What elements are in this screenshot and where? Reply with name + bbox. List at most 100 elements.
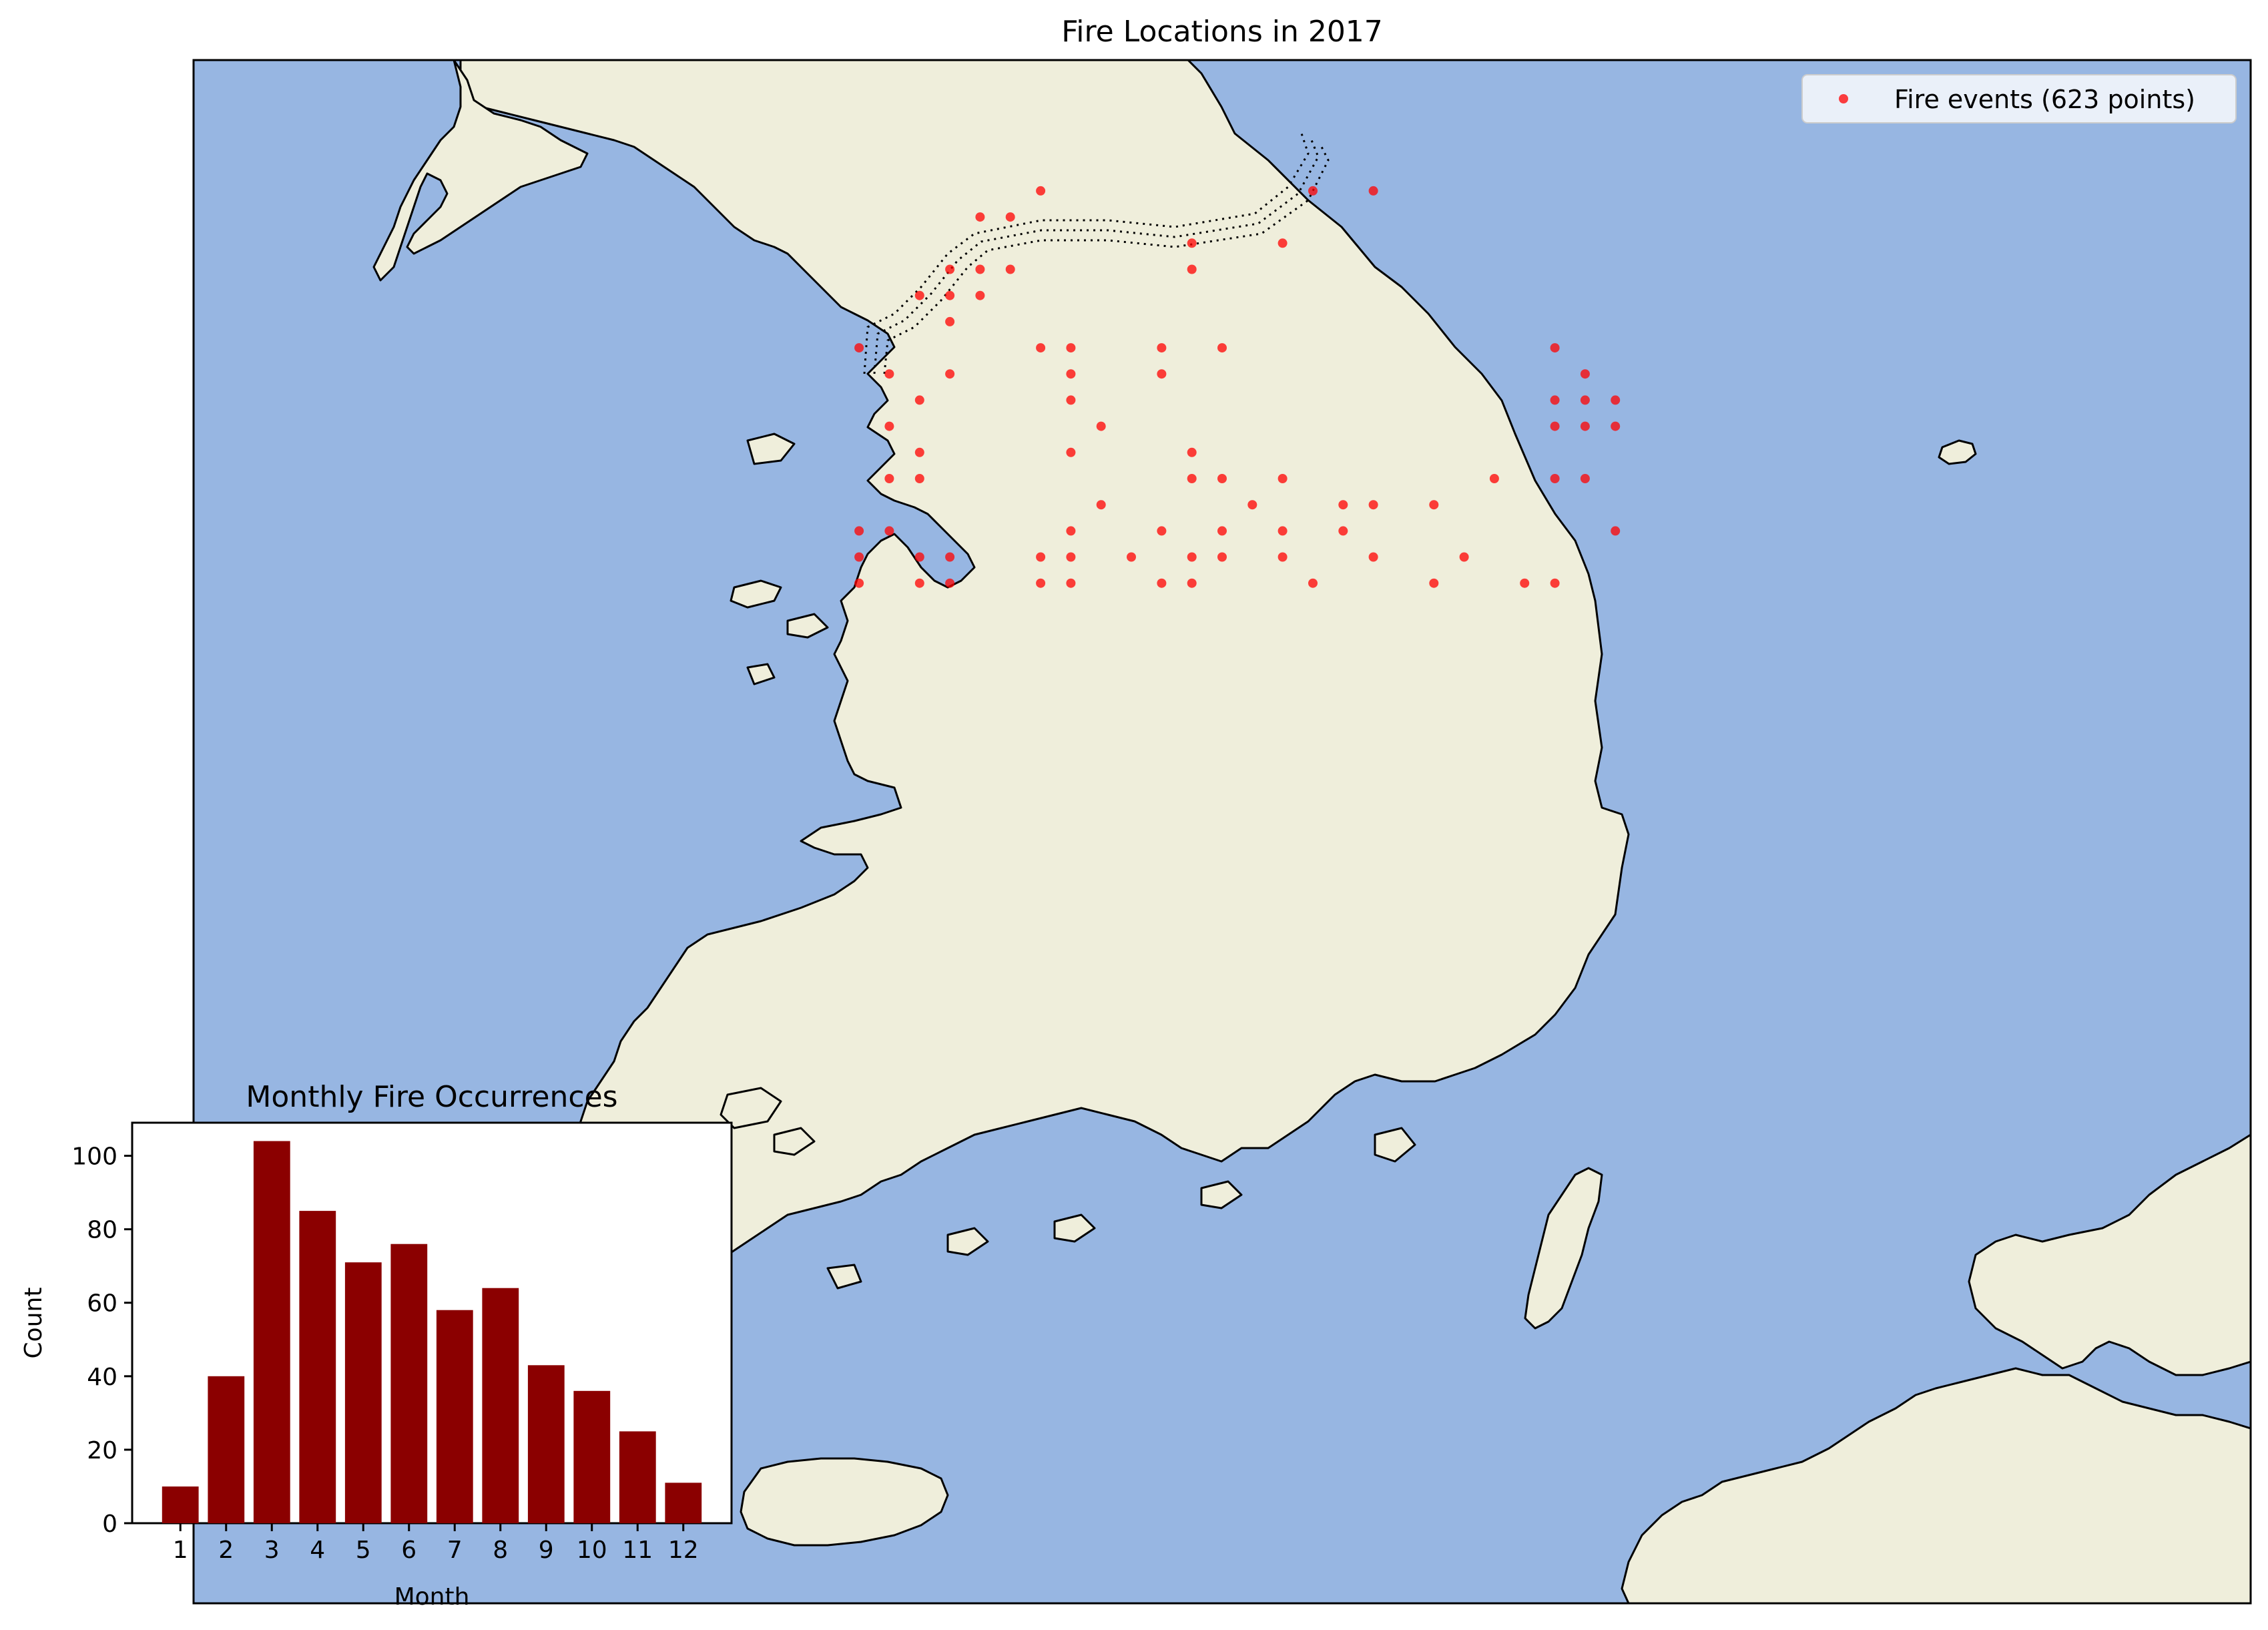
inset-x-ticks: 1 2 3 4 5 6 7 8 9 10 11 12 [173,1523,699,1564]
x-tick-label: 9 [539,1537,554,1564]
fire-point [1489,474,1499,483]
fire-point [1066,526,1076,536]
fire-point [1217,552,1227,562]
fire-point [975,290,985,300]
fire-point [1066,552,1076,562]
fire-point [854,578,864,588]
fire-point [1550,395,1560,405]
x-tick-label: 10 [577,1537,607,1564]
fire-point [975,212,985,222]
bar [482,1288,519,1523]
y-tick-label: 40 [87,1364,117,1391]
fire-point [945,578,955,588]
fire-point [1429,500,1439,510]
fire-point [1580,395,1590,405]
legend-box [1801,74,2237,123]
fire-point [1580,474,1590,483]
x-tick-label: 8 [493,1537,508,1564]
fire-point [945,369,955,379]
fire-point [1187,238,1197,248]
fire-point [1308,578,1318,588]
fire-point [1157,526,1167,536]
fire-point [914,395,924,405]
fire-point [1005,264,1015,274]
x-tick-label: 12 [668,1537,699,1564]
map-frame [192,59,2252,1605]
inset-title: Monthly Fire Occurrences [246,1080,617,1114]
fire-point [1157,369,1167,379]
fire-point [975,264,985,274]
fire-point [1036,578,1046,588]
fire-point [945,264,955,274]
fire-point [1187,578,1197,588]
japan-south [1621,1367,2251,1603]
bar [573,1390,611,1523]
fire-point [1187,552,1197,562]
y-tick-label: 0 [102,1511,117,1538]
fire-point [1368,552,1378,562]
fire-point [1127,552,1136,562]
fire-point [1338,526,1348,536]
fire-point [1066,395,1076,405]
fire-point [1368,500,1378,510]
ulleungdo [1938,439,1977,465]
fire-point [1308,186,1318,196]
fire-point [1278,238,1288,248]
fire-point [1520,578,1530,588]
dmz-lines [863,133,1330,374]
fire-point [1187,264,1197,274]
fire-point [1580,421,1590,431]
x-tick-label: 1 [173,1537,188,1564]
y-tick-label: 20 [87,1437,117,1464]
bar [436,1310,473,1523]
fire-point [1096,421,1106,431]
fire-points [854,186,1621,588]
fire-point [1611,395,1621,405]
fire-point [854,552,864,562]
fire-point [1550,474,1560,483]
fire-point [1550,578,1560,588]
fire-point [945,290,955,300]
fire-point [884,369,894,379]
liaodong-peninsula [372,60,589,282]
fire-point [1459,552,1469,562]
fire-point [854,343,864,353]
fire-point [1611,526,1621,536]
fire-point [1550,343,1560,353]
japan-kyushu [1968,1133,2251,1376]
inset-chart: Monthly Fire Occurrences Month Count 020… [20,1080,733,1611]
legend-label: Fire events (623 points) [1894,85,2195,114]
fire-point [1066,343,1076,353]
fire-point [914,578,924,588]
map-legend: Fire events (623 points) [1801,74,2237,123]
fire-point [914,447,924,457]
fire-point [1096,500,1106,510]
fire-point [1217,343,1227,353]
map-axes: Fire Locations in 2017 Fire events (623 … [192,15,2252,1605]
fire-point [1247,500,1257,510]
bar [665,1482,702,1523]
fire-point [884,474,894,483]
fire-point [945,552,955,562]
fire-point [1550,421,1560,431]
bar [390,1244,428,1523]
fire-point [1187,474,1197,483]
fire-point [1217,474,1227,483]
fire-point [1157,578,1167,588]
west-islands [720,433,1416,1290]
inset-ylabel: Count [20,1288,47,1359]
bar [162,1486,199,1523]
x-tick-label: 2 [218,1537,234,1564]
fire-point [1036,552,1046,562]
korea-peninsula [459,60,1630,1263]
bar [299,1211,336,1523]
fire-point [1187,447,1197,457]
inset-background [131,1121,733,1525]
x-tick-label: 3 [264,1537,280,1564]
fire-point [1611,421,1621,431]
fire-point [1036,186,1046,196]
fire-point [914,474,924,483]
legend-marker [1839,94,1848,103]
fire-point [1368,186,1378,196]
